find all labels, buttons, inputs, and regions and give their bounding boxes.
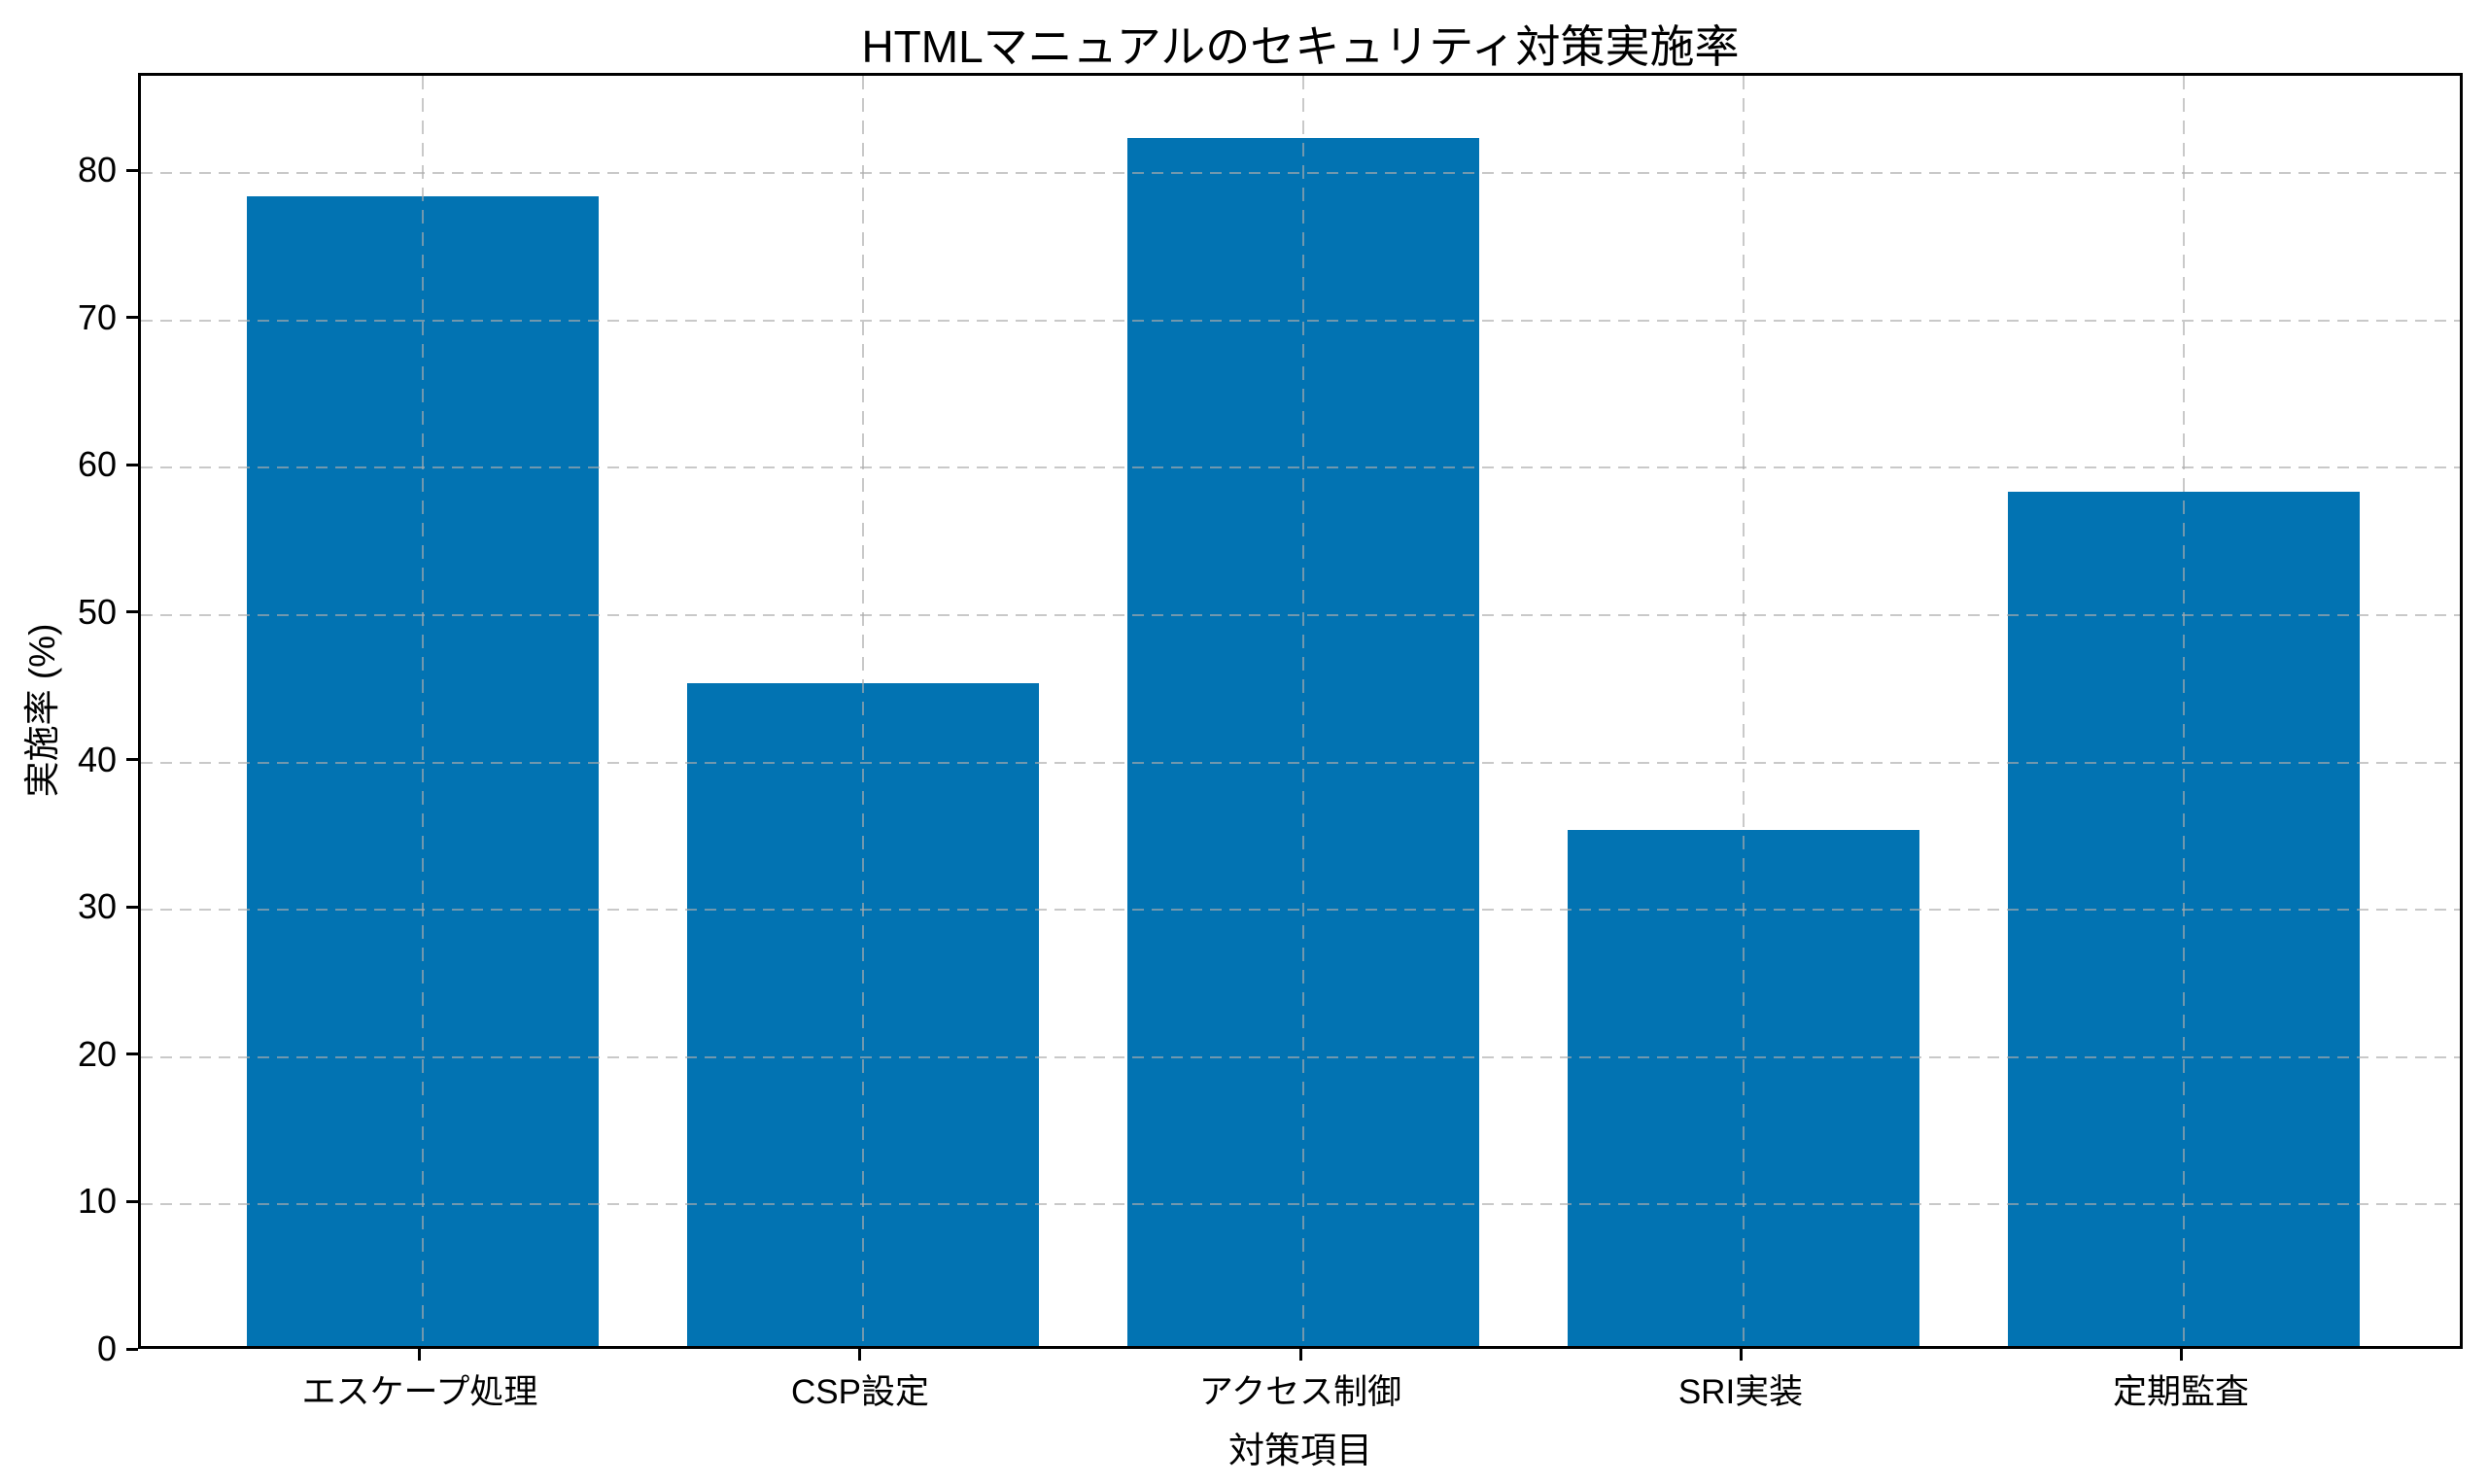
y-tick-mark-80 [126, 168, 138, 172]
x-tick-label-4: 定期監査 [2113, 1373, 2250, 1411]
x-tick-mark-0 [418, 1349, 422, 1361]
x-tick-label-3: SRI実装 [1677, 1373, 1804, 1411]
x-tick-label-0: エスケープ処理 [301, 1373, 538, 1411]
x-tick-label-1: CSP設定 [790, 1373, 929, 1411]
x-tick-label-2: アクセス制御 [1198, 1373, 1402, 1411]
y-tick-mark-10 [126, 1199, 138, 1203]
y-tick-mark-70 [126, 316, 138, 320]
y-tick-label-0: 0 [96, 1329, 117, 1368]
y-tick-mark-30 [126, 905, 138, 909]
x-tick-mark-4 [2179, 1349, 2183, 1361]
y-tick-mark-20 [126, 1053, 138, 1056]
y-tick-label-60: 60 [77, 444, 117, 485]
y-tick-label-30: 30 [77, 886, 117, 927]
bar-0 [246, 196, 600, 1346]
y-tick-mark-50 [126, 610, 138, 614]
bar-4 [2007, 491, 2361, 1346]
plot-area [138, 73, 2463, 1349]
y-tick-mark-60 [126, 463, 138, 466]
x-tick-mark-1 [858, 1349, 862, 1361]
y-tick-label-80: 80 [77, 150, 117, 190]
x-axis-label: 対策項目 [1228, 1431, 1372, 1470]
bar-3 [1567, 830, 1920, 1346]
y-tick-mark-40 [126, 758, 138, 762]
bar-1 [686, 682, 1040, 1346]
x-tick-mark-2 [1298, 1349, 1302, 1361]
y-tick-label-10: 10 [77, 1181, 117, 1222]
chart-title: HTMLマニュアルのセキュリティ対策実施率 [861, 21, 1740, 72]
y-tick-label-40: 40 [77, 739, 117, 779]
y-tick-label-20: 20 [77, 1033, 117, 1074]
x-tick-mark-3 [1739, 1349, 1743, 1361]
y-tick-label-70: 70 [77, 296, 117, 337]
bar-2 [1126, 137, 1480, 1346]
y-tick-label-50: 50 [77, 591, 117, 632]
y-tick-mark-0 [126, 1347, 138, 1351]
